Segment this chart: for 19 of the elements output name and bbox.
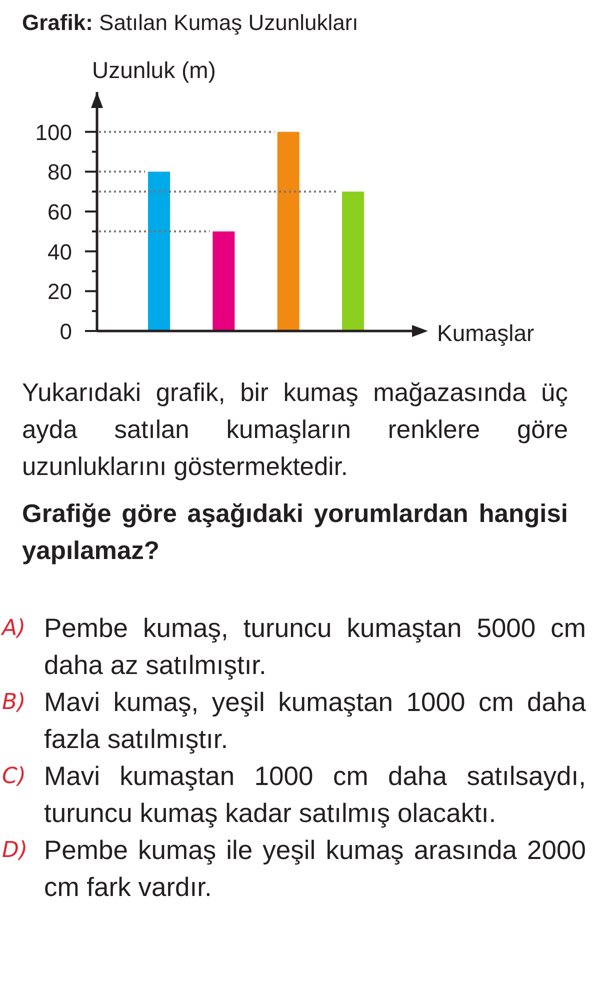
text: C) Mavi kumaştan 1000 cm daha satılsaydı, turuncu kumaş kadar satılmış olacaktı. <box>1 760 586 830</box>
text: A) Pembe kumaş, turuncu kumaştan 5000 cm daha az satılmıştır. <box>0 612 586 682</box>
text: B) Mavi kumaş, yeşil kumaştan 1000 cm daha fazla satılmıştır. <box>1 686 586 756</box>
chart-title: Grafik: Satılan Kumaş Uzunlukları <box>22 10 358 35</box>
y-tick-label: 0 <box>60 319 72 344</box>
y-tick-label: 100 <box>35 120 72 145</box>
y-tick-label: 40 <box>48 239 72 264</box>
bar <box>212 231 235 331</box>
x-axis-title: Kumaşlar <box>437 320 534 346</box>
y-axis-title: Uzunluk (m) <box>92 57 216 83</box>
text: D) Pembe kumaş ile yeşil kumaş arasında 2000 cm fark vardır. <box>1 834 586 904</box>
y-tick-label: 60 <box>48 200 72 224</box>
text: Yukarıdaki grafik, bir kumaş mağazasında üç ayda satılan kumaşların renklere göre uzunluklarını göstermektedir. <box>22 378 568 483</box>
text: Grafiğe göre aşağıdaki yorumlardan hangisi yapılamaz? <box>22 499 568 567</box>
bar <box>148 172 170 331</box>
bar <box>277 132 300 331</box>
y-tick-label: 20 <box>48 279 72 304</box>
y-tick-label: 80 <box>48 160 72 185</box>
bar <box>342 192 364 331</box>
